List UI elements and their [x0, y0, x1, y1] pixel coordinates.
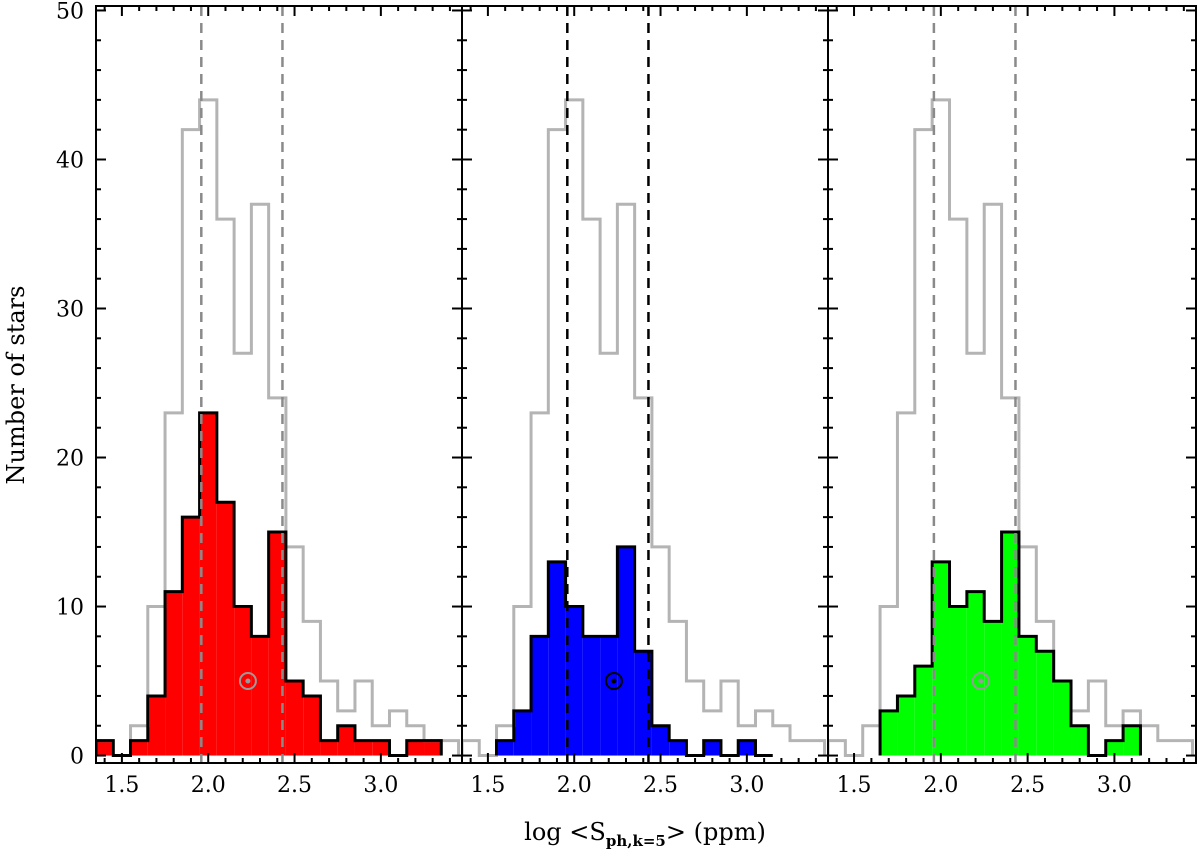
- x-tick-label: 2.5: [277, 773, 312, 798]
- histogram-bar: [582, 636, 601, 756]
- x-tick-label: 3.0: [1097, 773, 1132, 798]
- histogram-bar: [565, 606, 583, 756]
- histogram-bar: [1053, 681, 1072, 756]
- histogram-bar: [354, 740, 373, 756]
- histogram-bar: [1105, 740, 1124, 756]
- histogram-bar: [320, 740, 338, 756]
- sun-symbol-dot: [245, 678, 251, 684]
- histogram-bar: [406, 740, 425, 756]
- x-tick-label: 2.0: [557, 773, 592, 798]
- histogram-bar: [617, 546, 635, 756]
- sun-symbol-ring: [971, 672, 990, 691]
- reference-histogram-outline: [828, 98, 1195, 758]
- x-tick-label: 3.0: [363, 773, 398, 798]
- panel-plot-area: [828, 6, 1195, 763]
- histogram-bar: [880, 710, 898, 756]
- histogram-bar: [1018, 636, 1037, 756]
- panel-plot-area: [96, 6, 461, 763]
- sun-symbol-ring: [604, 672, 623, 691]
- y-tick-label: 50: [56, 0, 84, 24]
- histogram-bar: [531, 636, 549, 756]
- histogram-bar: [130, 740, 148, 756]
- histogram-bar: [932, 561, 950, 756]
- y-axis-title: Number of stars: [2, 286, 30, 485]
- histogram-bar: [496, 740, 514, 756]
- x-tick-label: 2.5: [643, 773, 678, 798]
- histogram-bar: [182, 517, 200, 756]
- subsample-histogram-outline: [495, 545, 773, 758]
- histogram-bar: [513, 710, 532, 756]
- histogram-bar: [234, 606, 252, 756]
- panels-layer: 1.5 2.0 2.5 3.0 0 10 20 30 40 50 1.5 2.0 2.5 3.0 1.5 2.…: [56, 0, 1197, 798]
- histogram-bar: [303, 695, 321, 756]
- histogram-bar: [600, 636, 618, 756]
- x-axis-title-prefix: log <S: [524, 818, 606, 846]
- histogram-bar: [703, 740, 721, 756]
- x-tick-label: 2.0: [191, 773, 226, 798]
- sun-symbol-dot: [978, 678, 984, 684]
- histogram-bar: [337, 725, 355, 756]
- reference-histogram-outline: [462, 98, 827, 758]
- histogram-bar: [984, 621, 1002, 756]
- y-tick-label: 30: [56, 298, 84, 323]
- y-tick-label: 10: [56, 596, 84, 621]
- histogram-bar: [548, 561, 566, 756]
- histogram-bar: [372, 740, 390, 756]
- x-axis-title-suffix: > (ppm): [666, 818, 766, 846]
- histogram-bar: [949, 606, 967, 756]
- histogram-bar: [216, 502, 235, 756]
- y-tick-label: 0: [70, 745, 84, 770]
- y-tick-label: 20: [56, 447, 84, 472]
- histogram-bar: [738, 740, 756, 756]
- x-tick-label: 1.5: [104, 773, 139, 798]
- x-axis-title-subscript: ph,k=5: [606, 832, 666, 850]
- sun-symbol-dot: [611, 678, 617, 684]
- reference-histogram-outline: [96, 98, 461, 758]
- x-tick-label: 2.0: [923, 773, 958, 798]
- histogram-panel-2: 1.5 2.0 2.5 3.0: [461, 5, 829, 798]
- subsample-histogram-outline: [878, 530, 1142, 758]
- x-tick-label: 3.0: [729, 773, 764, 798]
- histogram-bar: [1071, 725, 1089, 756]
- histogram-bar: [914, 666, 933, 756]
- y-tick-label: 40: [56, 148, 84, 173]
- histogram-bar: [1036, 651, 1054, 756]
- x-tick-label: 1.5: [837, 773, 872, 798]
- x-axis-title: log <Sph,k=5> (ppm): [524, 818, 766, 850]
- histogram-bar: [199, 412, 217, 756]
- panel-frame: [827, 5, 1197, 764]
- subsample-histogram-outline: [96, 411, 443, 758]
- x-tick-label: 1.5: [470, 773, 505, 798]
- histogram-bar: [165, 591, 183, 756]
- histogram-panel-1: 1.5 2.0 2.5 3.0 0 10 20 30 40 50: [56, 0, 463, 798]
- panel-plot-area: [462, 6, 827, 763]
- histogram-bar: [966, 591, 985, 756]
- histogram-panel-3: 1.5 2.0 2.5 3.0: [827, 5, 1197, 798]
- histogram-bar: [651, 725, 670, 756]
- histogram-bar: [147, 695, 166, 756]
- panel-frame: [461, 5, 829, 764]
- histogram-bar: [424, 740, 442, 756]
- histogram-bar: [1123, 725, 1141, 756]
- histogram-bar: [251, 636, 269, 756]
- histogram-bar: [669, 740, 687, 756]
- histogram-bar: [96, 740, 114, 756]
- histogram-bar: [285, 681, 304, 756]
- sun-symbol-ring: [238, 672, 257, 691]
- histogram-bar: [897, 695, 915, 756]
- x-tick-label: 2.5: [1010, 773, 1045, 798]
